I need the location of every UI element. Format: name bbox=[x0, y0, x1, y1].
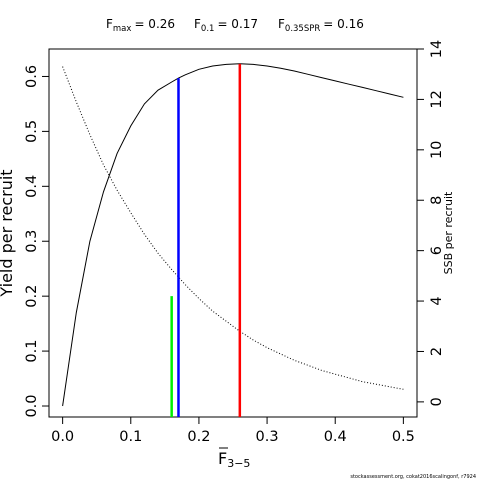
y-axis-right: 0 2 4 6 8 10 12 14 bbox=[417, 40, 445, 406]
x-tick-label: 0.1 bbox=[119, 429, 142, 445]
x-axis-label-base: F bbox=[218, 449, 227, 468]
y-tick-label: 0.3 bbox=[24, 230, 40, 253]
y-tick-label: 0.2 bbox=[24, 285, 40, 308]
fspr-value: = 0.16 bbox=[323, 17, 364, 31]
chart-title: Fmax = 0.26 F0.1 = 0.17 F0.35SPR = 0.16 bbox=[106, 17, 364, 34]
x-tick-label: 0.0 bbox=[51, 429, 74, 445]
y-tick-label: 0.5 bbox=[24, 120, 40, 143]
x-tick-label: 0.2 bbox=[187, 429, 210, 445]
y2-tick-label: 8 bbox=[429, 196, 445, 205]
x-tick-label: 0.3 bbox=[256, 429, 279, 445]
y-axis-label: Yield per recruit bbox=[0, 169, 16, 297]
x-axis-label-subscript: 3−5 bbox=[227, 457, 250, 470]
reference-lines bbox=[170, 63, 242, 417]
y-tick-label: 0.4 bbox=[24, 175, 40, 198]
y-tick-label: 0.6 bbox=[24, 65, 40, 88]
f01-subscript: 0.1 bbox=[201, 24, 215, 34]
fmax-subscript: max bbox=[113, 24, 132, 34]
y2-axis-label: SSB per recruit bbox=[442, 191, 455, 274]
data-lines bbox=[62, 63, 404, 407]
ssb-per-recruit-line bbox=[62, 66, 404, 390]
y-axis-left: 0.0 0.1 0.2 0.3 0.4 0.5 0.6 bbox=[24, 65, 49, 418]
x-axis-label: F3−5 bbox=[218, 449, 250, 470]
yield-per-recruit-line bbox=[62, 63, 404, 407]
x-tick-label: 0.4 bbox=[324, 429, 347, 445]
y2-tick-label: 4 bbox=[429, 296, 445, 305]
y2-tick-label: 6 bbox=[429, 246, 445, 255]
x-axis: 0.0 0.1 0.2 0.3 0.4 0.5 bbox=[51, 417, 415, 445]
y2-tick-label: 0 bbox=[429, 397, 445, 406]
fmax-label: F bbox=[106, 17, 113, 31]
y2-tick-label: 2 bbox=[429, 347, 445, 356]
f01-value: = 0.17 bbox=[217, 17, 258, 31]
f01-label: F bbox=[194, 17, 201, 31]
y-tick-label: 0.0 bbox=[24, 394, 40, 417]
footer-credit: stockassessment.org, cokat2016scalingonf… bbox=[350, 474, 476, 480]
x-tick-label: 0.5 bbox=[392, 429, 415, 445]
y2-tick-label: 12 bbox=[429, 90, 445, 108]
plot-frame bbox=[48, 48, 418, 418]
fmax-value: = 0.26 bbox=[134, 17, 175, 31]
fspr-subscript: 0.35SPR bbox=[285, 24, 320, 34]
y2-tick-label: 10 bbox=[429, 141, 445, 159]
fspr-label: F bbox=[278, 17, 285, 31]
y2-tick-label: 14 bbox=[429, 40, 445, 58]
y-tick-label: 0.1 bbox=[24, 340, 40, 363]
